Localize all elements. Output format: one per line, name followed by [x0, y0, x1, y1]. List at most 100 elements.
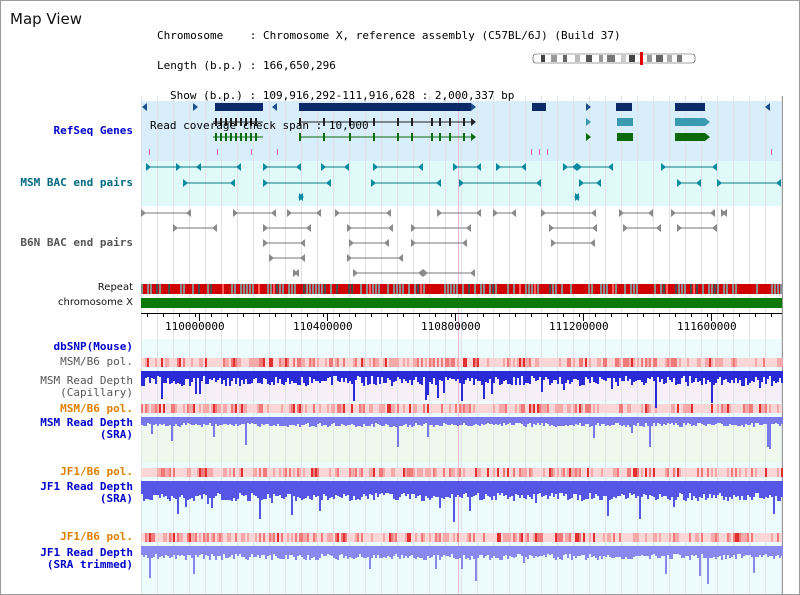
jf1-sra-depth-bar [521, 481, 523, 495]
jf1-b6-pol-track-2-cell [739, 533, 741, 542]
jf1-read-depth-sra-label[interactable]: JF1 Read Depth [40, 480, 133, 493]
msm-capillary-depth-bar [721, 371, 723, 385]
jf1-trimmed-depth-bar [453, 546, 455, 558]
msm-capillary-depth-bar [615, 371, 617, 382]
msm-read-depth-capillary-label[interactable]: MSM Read Depth [40, 374, 133, 387]
msm-bac-end [572, 163, 577, 171]
jf1-b6-pol-track-2-cell [737, 533, 739, 542]
msm-capillary-depth-bar [737, 371, 739, 383]
msm-sra-depth-bar [297, 417, 299, 424]
repeat-segment [690, 284, 692, 294]
jf1-sra-depth-bar [731, 481, 733, 499]
jf1-trimmed-depth-bar [425, 546, 427, 560]
jf1-trimmed-depth-bar [613, 546, 615, 558]
msm-read-depth-sra-label[interactable]: MSM Read Depth [40, 416, 133, 429]
msm-capillary-depth-bar [745, 371, 747, 378]
msm-b6-pol-track-2-cell [293, 404, 295, 413]
jf1-sra-depth-bar [259, 481, 261, 519]
msm-capillary-depth-bar [557, 371, 559, 384]
msm-sra-depth-bar [695, 417, 697, 426]
jf1-trimmed-depth-bar [361, 546, 363, 557]
jf1-sra-depth-bar [361, 481, 363, 497]
jf1-b6-pol-track-1-cell [381, 468, 383, 477]
msm-b6-pol-track-1-cell [165, 358, 167, 367]
msm-capillary-depth-bar [325, 371, 327, 381]
jf1-trimmed-depth-bar [457, 546, 459, 559]
jf1-sra-depth-bar [367, 481, 369, 499]
msm-capillary-depth-bar [215, 371, 217, 382]
msm-b6-pol-track-1-cell [179, 358, 181, 367]
dbsnp-label[interactable]: dbSNP(Mouse) [53, 340, 133, 353]
msm-capillary-depth-bar [585, 371, 587, 377]
jf1-sra-depth-bar [245, 481, 247, 495]
msm-sra-depth-bar [225, 417, 227, 424]
msm-sra-depth-bar [651, 417, 653, 426]
msm-sra-depth-bar [699, 417, 701, 423]
jf1-trimmed-depth-bar [607, 546, 609, 555]
msm-sra-depth-bar [255, 417, 257, 424]
msm-b6-pol-track-1-cell [585, 358, 587, 367]
msm-capillary-depth-bar [549, 371, 551, 385]
msm-read-depth-capillary-sub: (Capillary) [60, 386, 133, 399]
refseq-exon [225, 118, 227, 126]
jf1-read-depth-trimmed-label[interactable]: JF1 Read Depth [40, 546, 133, 559]
jf1-trimmed-depth-bar [767, 546, 769, 557]
msm-sra-depth-bar [437, 417, 439, 425]
jf1-trimmed-depth-bar [629, 546, 631, 559]
msm-b6-pol-track-1-cell [705, 358, 707, 367]
msm-sra-depth-bar [477, 417, 479, 425]
jf1-trimmed-depth-bar [715, 546, 717, 559]
msm-b6-pol-label-2[interactable]: MSM/B6 pol. [60, 402, 133, 415]
msm-capillary-depth-bar [527, 371, 529, 383]
jf1-trimmed-depth-bar [213, 546, 215, 556]
msm-capillary-depth-bar [631, 371, 633, 385]
refseq-exon [411, 133, 413, 141]
msm-b6-pol-track-2-cell [159, 404, 161, 413]
jf1-b6-pol-track-1-cell [645, 468, 647, 477]
jf1-b6-pol-label-1[interactable]: JF1/B6 pol. [60, 465, 133, 478]
axis-tick-label: 110800000 [421, 320, 481, 333]
jf1-sra-depth-bar [195, 481, 197, 496]
b6n-bac-label[interactable]: B6N BAC end pairs [20, 236, 133, 249]
jf1-sra-depth-bar [295, 481, 297, 501]
msm-sra-depth-bar [195, 417, 197, 424]
msm-b6-pol-track-1-cell [223, 358, 225, 367]
msm-capillary-depth-bar [777, 371, 779, 382]
repeat-segment [282, 284, 284, 294]
msm-capillary-depth-bar [765, 371, 767, 384]
jf1-b6-pol-track-1-cell [755, 468, 757, 477]
jf1-sra-depth-bar [699, 481, 701, 497]
msm-capillary-depth-bar [429, 371, 431, 382]
jf1-trimmed-depth-bar [155, 546, 157, 554]
msm-capillary-depth-bar [443, 371, 445, 393]
jf1-b6-pol-label-2[interactable]: JF1/B6 pol. [60, 530, 133, 543]
msm-bac-end [579, 179, 584, 187]
msm-b6-pol-track-1-cell [649, 358, 651, 367]
msm-capillary-depth-bar [245, 371, 247, 379]
jf1-sra-depth-bar [653, 481, 655, 497]
msm-sra-depth-bar [507, 417, 509, 424]
b6n-bac-end [710, 209, 715, 217]
msm-sra-depth-bar [683, 417, 685, 423]
repeat-segment [312, 284, 314, 294]
msm-capillary-depth-bar [555, 371, 557, 380]
msm-b6-pol-track-1-cell [237, 358, 239, 367]
jf1-trimmed-depth-bar [417, 546, 419, 557]
repeat-track [141, 284, 782, 294]
jf1-b6-pol-track-2-cell [255, 533, 257, 542]
jf1-b6-pol-track-1-cell [429, 468, 431, 477]
jf1-sra-depth-bar [165, 481, 167, 496]
msm-b6-pol-track-2-cell [545, 404, 547, 413]
msm-capillary-depth-bar [727, 371, 729, 382]
msm-bac-label[interactable]: MSM BAC end pairs [20, 176, 133, 189]
msm-capillary-depth-bar [225, 371, 227, 386]
jf1-b6-pol-track-1-cell [311, 468, 313, 477]
msm-b6-pol-track-2-cell [687, 404, 689, 413]
msm-capillary-depth-bar [179, 371, 181, 384]
jf1-sra-depth-bar [607, 481, 609, 516]
jf1-trimmed-depth-bar [229, 546, 231, 557]
refseq-genes-label[interactable]: RefSeq Genes [53, 124, 133, 137]
repeat-segment [315, 284, 317, 294]
msm-b6-pol-label-1[interactable]: MSM/B6 pol. [60, 355, 133, 368]
jf1-trimmed-depth-bar [379, 546, 381, 558]
